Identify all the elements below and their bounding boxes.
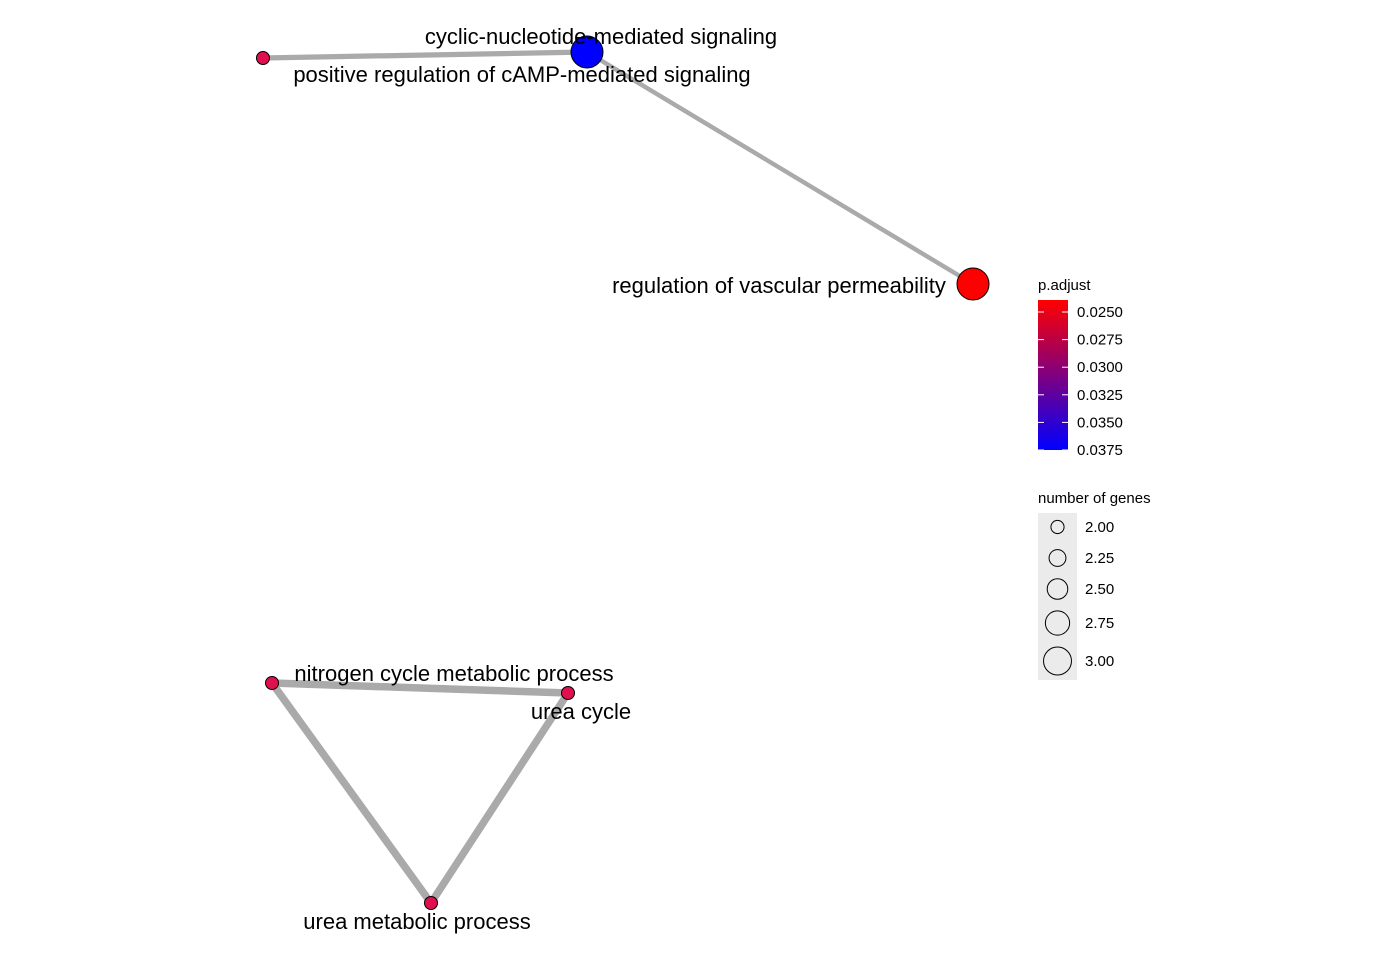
node-label-ureacycle: urea cycle bbox=[531, 699, 631, 724]
legend-size-tick-label: 2.75 bbox=[1085, 615, 1114, 632]
node-ureacycle bbox=[561, 686, 575, 700]
edge-nitrogen-ureamet bbox=[268, 680, 435, 906]
node-label-camp: positive regulation of cAMP-mediated sig… bbox=[293, 62, 750, 87]
node-label-ureamet: urea metabolic process bbox=[303, 909, 530, 934]
legend-number-of-genes: number of genes 2.00 2.25 2.50 2.75 3.00 bbox=[1038, 490, 1151, 680]
legend-color-tick-label: 0.0375 bbox=[1077, 442, 1123, 459]
legend-colorbar bbox=[1038, 300, 1068, 450]
node-label-vascular: regulation of vascular permeability bbox=[612, 273, 946, 298]
legend-size-key bbox=[1046, 578, 1069, 600]
legend-size-tick-label: 2.50 bbox=[1085, 581, 1114, 598]
legend-p-adjust: p.adjust 0.0250 0.0275 0.0300 0.0325 0.0350 0… bbox=[1038, 277, 1123, 459]
legend-color-title: p.adjust bbox=[1038, 277, 1091, 294]
legend-size-title: number of genes bbox=[1038, 490, 1151, 507]
node-nitrogen bbox=[265, 676, 279, 690]
edge-cyclic-vascular bbox=[585, 50, 975, 286]
legend-size-tick-label: 2.00 bbox=[1085, 519, 1114, 536]
legend-color-tick-label: 0.0350 bbox=[1077, 414, 1123, 431]
legend-color-tick-label: 0.0275 bbox=[1077, 332, 1123, 349]
edges-layer bbox=[262, 49, 975, 906]
node-label-nitrogen: nitrogen cycle metabolic process bbox=[294, 661, 613, 686]
legend-size-key-bg bbox=[1038, 513, 1077, 680]
legend-size-key bbox=[1044, 610, 1071, 636]
edge-nitrogen-ureacycle bbox=[271, 679, 569, 697]
legend-color-tick-label: 0.0325 bbox=[1077, 387, 1123, 404]
node-vascular bbox=[956, 267, 990, 301]
legend-size-key bbox=[1050, 519, 1065, 535]
legend-color-tick-label: 0.0250 bbox=[1077, 304, 1123, 321]
legend-size-key bbox=[1048, 549, 1067, 567]
legend-size-tick-label: 2.25 bbox=[1085, 550, 1114, 567]
node-cyclic bbox=[570, 35, 604, 69]
node-label-cyclic: cyclic-nucleotide-mediated signaling bbox=[425, 24, 777, 49]
node-ureamet bbox=[424, 896, 438, 910]
edge-ureacycle-ureamet bbox=[427, 690, 572, 906]
nodes-layer bbox=[256, 35, 990, 910]
legend-color-tick-label: 0.0300 bbox=[1077, 359, 1123, 376]
legend-size-tick-label: 3.00 bbox=[1085, 653, 1114, 670]
node-camp bbox=[256, 51, 270, 65]
edge-camp-cyclic bbox=[262, 49, 588, 61]
legend-size-key bbox=[1043, 646, 1072, 676]
labels-layer: cyclic-nucleotide-mediated signaling posi… bbox=[293, 24, 946, 934]
